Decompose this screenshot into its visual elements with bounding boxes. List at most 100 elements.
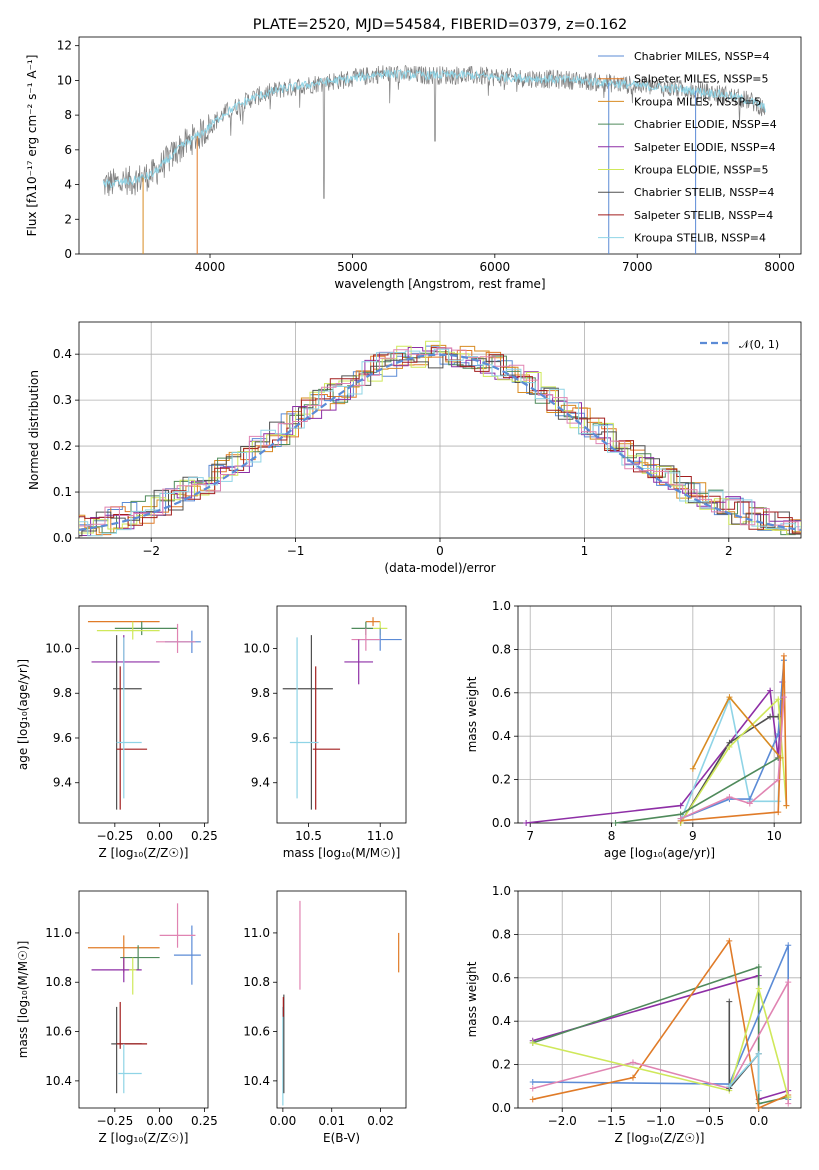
weight-marker: [755, 963, 762, 970]
weight-line: [532, 985, 789, 1098]
y-tick-label: 6: [64, 143, 72, 157]
weight-marker: [677, 802, 684, 809]
weight-marker: [726, 694, 733, 701]
residual-histogram: [79, 348, 801, 537]
x-tick-label: 8: [608, 829, 616, 843]
y-tick-label: 1.0: [492, 599, 511, 613]
y-tick-label: 0.0: [492, 1101, 511, 1115]
axes-frame: [78, 36, 802, 255]
axes-frame: [78, 890, 209, 1109]
weight-marker: [780, 694, 787, 701]
legend-entry: Salpeter STELIB, NSSP=4: [634, 209, 773, 222]
weight-marker: [726, 998, 733, 1005]
x-tick-label: −1: [287, 544, 305, 558]
weight-marker: [767, 713, 774, 720]
weight-marker: [523, 820, 530, 826]
y-tick-label: 10.0: [243, 642, 270, 656]
y-tick-label: 0.2: [53, 439, 72, 453]
x-tick-label: 6000: [480, 260, 511, 274]
legend-entry: Kroupa STELIB, NSSP=4: [634, 232, 766, 245]
x-tick-label: 0.00: [146, 1114, 173, 1128]
weight-marker: [785, 979, 792, 986]
y-axis-label: age [log₁₀(age/yr)]: [16, 659, 30, 770]
x-axis-label: Z [log₁₀(Z/Z☉)]: [615, 1131, 705, 1145]
y-tick-label: 10.8: [45, 975, 72, 989]
y-tick-label: 0.0: [53, 531, 72, 545]
y-tick-label: 9.6: [53, 731, 72, 745]
y-tick-label: 0.6: [492, 686, 511, 700]
y-tick-label: 2: [64, 212, 72, 226]
x-axis-label: wavelength [Angstrom, rest frame]: [334, 277, 545, 291]
y-tick-label: 0.8: [492, 642, 511, 656]
weight-marker: [783, 802, 790, 809]
weight-marker: [755, 1105, 762, 1111]
mass-vs-z-panel: −0.25 0.00 0.25 10.4 10.6 10.8 11.0 Z [log₁₀(Z/…: [16, 890, 218, 1145]
y-tick-label: 0.3: [53, 393, 72, 407]
weight-marker: [726, 1083, 733, 1090]
x-tick-label: 5000: [337, 260, 368, 274]
age-vs-mass-panel: 10.5 11.0 9.4 9.6 9.8 10.0 mass [log₁₀(M/M☉)]: [243, 605, 407, 860]
residual-histogram: [79, 347, 801, 536]
weight-marker: [529, 1085, 536, 1092]
weight-marker: [755, 985, 762, 992]
x-tick-label: −2: [142, 544, 160, 558]
x-tick-label: −1.5: [597, 1114, 626, 1128]
figure-title: PLATE=2520, MJD=54584, FIBERID=0379, z=0…: [253, 17, 627, 33]
y-tick-label: 0.1: [53, 485, 72, 499]
y-tick-label: 0.4: [53, 347, 72, 361]
y-tick-label: 9.4: [251, 776, 270, 790]
age-vs-z-panel: −0.25 0.00 0.25 9.4 9.6 9.8 10.0 Z [log₁₀(Z/Z☉)…: [16, 605, 218, 860]
x-axis-label: (data-model)/error: [384, 561, 495, 575]
y-tick-label: 0.2: [492, 773, 511, 787]
x-tick-label: 1: [581, 544, 589, 558]
y-tick-label: 10.6: [45, 1025, 72, 1039]
x-tick-label: 0.25: [191, 1114, 218, 1128]
x-axis-label: age [log₁₀(age/yr)]: [604, 846, 715, 860]
weight-marker: [755, 1050, 762, 1057]
weight-marker: [612, 820, 619, 826]
x-tick-label: 10: [767, 829, 782, 843]
weight-marker: [726, 793, 733, 800]
y-tick-label: 0.4: [492, 729, 511, 743]
x-tick-label: 4000: [195, 260, 226, 274]
x-tick-label: 0.25: [191, 829, 218, 843]
weight-marker: [785, 1094, 792, 1101]
y-tick-label: 9.6: [251, 731, 270, 745]
x-tick-label: 7000: [622, 260, 653, 274]
weight-marker: [785, 942, 792, 949]
weight-marker: [677, 815, 684, 822]
x-axis-label: mass [log₁₀(M/M☉)]: [283, 846, 401, 860]
model-spectrum: [102, 69, 766, 188]
weight-marker: [755, 1087, 762, 1094]
x-tick-label: 8000: [764, 260, 795, 274]
y-tick-label: 4: [64, 178, 72, 192]
weight-marker: [775, 776, 782, 783]
weight-marker: [529, 1096, 536, 1103]
y-tick-label: 11.0: [45, 926, 72, 940]
y-tick-label: 1.0: [492, 884, 511, 898]
legend-entry: Kroupa MILES, NSSP=5: [634, 95, 761, 108]
legend-entry: Salpeter MILES, NSSP=5: [634, 73, 768, 86]
x-tick-label: −2.0: [548, 1114, 577, 1128]
residuals-panel: −2 −1 0 1 2 0.0 0.1 0.2 0.3 0.4 (data-model)/error…: [27, 321, 802, 575]
y-tick-label: 0: [64, 247, 72, 261]
spectrum-panel: 4000 5000 6000 7000 8000 0 2 4 6 8 10 12 wavelength …: [25, 36, 802, 291]
y-tick-label: 10.4: [45, 1074, 72, 1088]
y-axis-label: mass weight: [465, 676, 479, 752]
x-tick-label: −0.5: [695, 1114, 724, 1128]
y-tick-label: 10: [57, 73, 72, 87]
weight-line: [679, 697, 788, 824]
y-axis-label: mass [log₁₀(M/M☉)]: [16, 941, 30, 1059]
x-tick-label: 0: [436, 544, 444, 558]
legend-entry: Kroupa ELODIE, NSSP=5: [634, 164, 768, 177]
y-axis-label: Normed distribution: [27, 370, 41, 490]
mass-vs-ebv-panel: 0.00 0.01 0.02 10.4 10.6 10.8 11.0 E(B-V): [243, 890, 407, 1145]
axes-frame: [78, 605, 209, 824]
x-tick-label: −0.25: [96, 829, 133, 843]
x-tick-label: 7: [526, 829, 534, 843]
weight-marker: [629, 1074, 636, 1081]
axes-frame: [276, 890, 407, 1109]
y-tick-label: 10.0: [45, 642, 72, 656]
weight-marker: [689, 765, 696, 772]
x-tick-label: 10.5: [295, 829, 322, 843]
